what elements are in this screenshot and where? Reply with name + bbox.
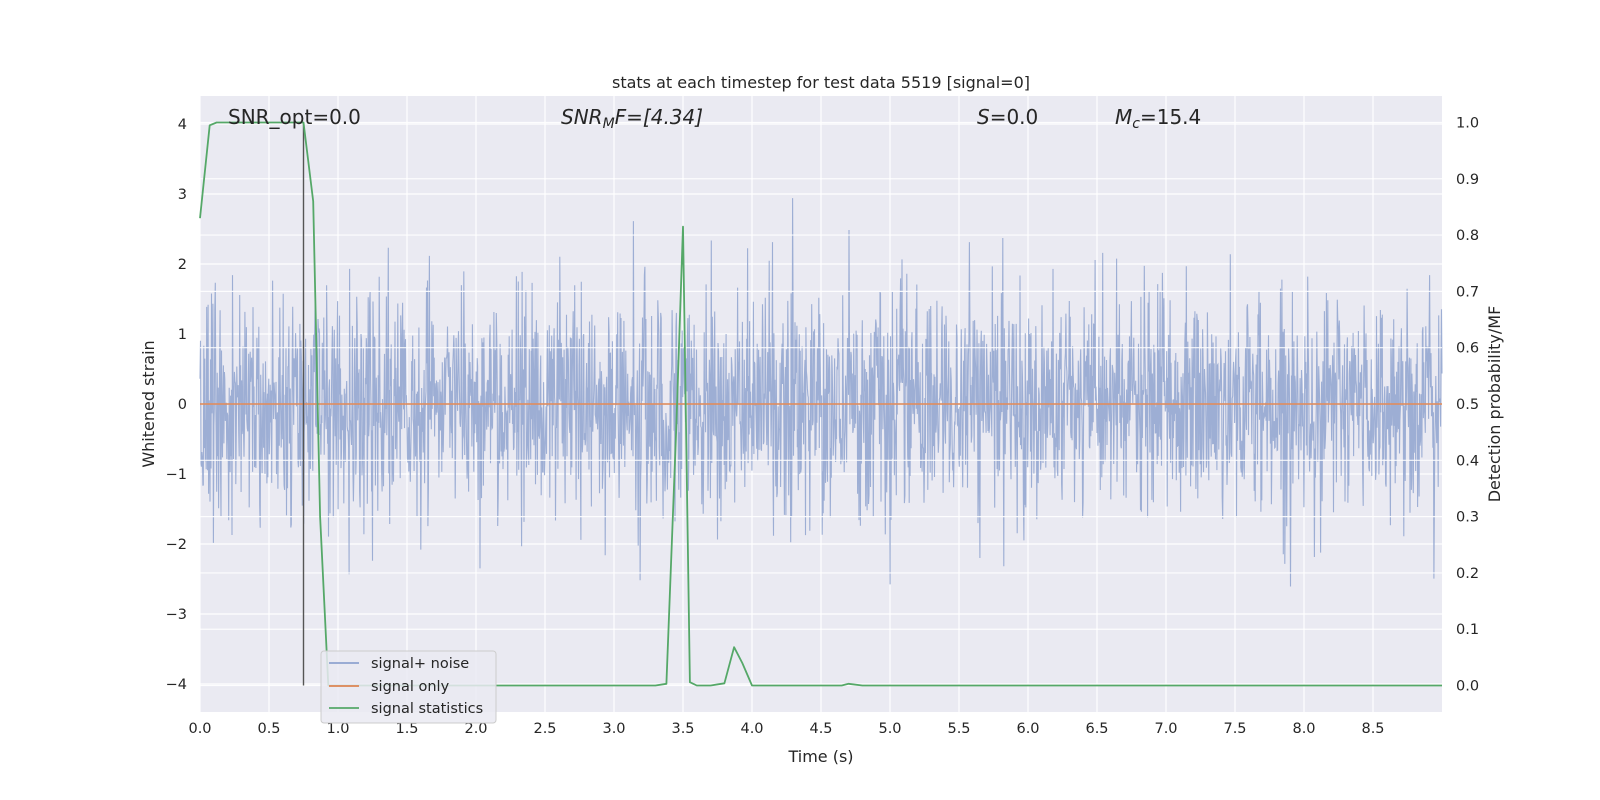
- y-left-tick-label: −4: [166, 677, 187, 693]
- annotation-snr-opt: SNR_opt=0.0: [228, 105, 361, 129]
- x-tick-label: 2.0: [464, 721, 487, 737]
- y-right-tick-label: 0.6: [1456, 341, 1479, 357]
- x-tick-label: 5.0: [878, 721, 901, 737]
- annotation-mc-symbol: M: [1115, 105, 1132, 129]
- y-right-tick-label: 0.7: [1456, 284, 1479, 300]
- y-right-tick-label: 1.0: [1456, 115, 1479, 131]
- x-tick-label: 0.0: [188, 721, 211, 737]
- annotation-mc-subscript: c: [1132, 116, 1140, 132]
- x-tick-label: 5.5: [947, 721, 970, 737]
- y-left-tick-label: 3: [178, 187, 187, 203]
- x-tick-label: 7.5: [1223, 721, 1246, 737]
- y-right-tick-label: 0.3: [1456, 510, 1479, 526]
- signal-noise-line: [199, 198, 1443, 587]
- y-right-tick-label: 0.0: [1456, 679, 1479, 695]
- annotation-mc: Mc=15.4: [1115, 105, 1201, 132]
- y-left-tick-label: 1: [178, 327, 187, 343]
- y-left-tick-labels: 4 3 2 1 0 −1 −2 −3 −4: [166, 117, 187, 693]
- legend: signal+ noise signal only signal statist…: [320, 650, 497, 724]
- x-tick-label: 3.5: [671, 721, 694, 737]
- y-right-tick-label: 0.9: [1456, 172, 1479, 188]
- y-right-tick-label: 0.2: [1456, 566, 1479, 582]
- annotation-snr-mf: SNRMF=[4.34]: [561, 105, 703, 132]
- x-tick-label: 1.0: [326, 721, 349, 737]
- x-tick-label: 1.5: [395, 721, 418, 737]
- y-left-tick-label: −2: [166, 537, 187, 553]
- signal-statistics-line: [199, 121, 1442, 687]
- x-tick-label: 8.0: [1292, 721, 1315, 737]
- x-tick-label: 0.5: [257, 721, 280, 737]
- x-tick-label: 2.5: [533, 721, 556, 737]
- y-right-tick-labels: 1.0 0.9 0.8 0.7 0.6 0.5 0.4 0.3 0.2 0.1 0.0: [1456, 115, 1479, 694]
- x-tick-label: 8.5: [1361, 721, 1384, 737]
- annotation-snr-mf-symbol: SNR: [561, 105, 603, 129]
- y-right-tick-label: 0.1: [1456, 622, 1479, 638]
- legend-box: [320, 650, 497, 724]
- x-tick-label: 7.0: [1154, 721, 1177, 737]
- signal-statistics-series: [199, 121, 1442, 687]
- legend-label-noise: signal+ noise: [371, 656, 469, 672]
- x-tick-label: 4.0: [740, 721, 763, 737]
- y-axis-left-label: Whitened strain: [139, 340, 158, 467]
- annotation-s: S=0.0: [977, 105, 1038, 129]
- chart-title: stats at each timestep for test data 551…: [612, 73, 1030, 92]
- x-tick-label: 6.5: [1085, 721, 1108, 737]
- y-left-tick-label: −3: [166, 607, 187, 623]
- annotation-s-value: =0.0: [990, 105, 1039, 129]
- annotation-snr-mf-value: F=[4.34]: [615, 105, 703, 129]
- x-axis-label: Time (s): [787, 747, 853, 766]
- x-tick-label: 4.5: [809, 721, 832, 737]
- y-left-tick-label: −1: [166, 467, 187, 483]
- legend-label-stats: signal statistics: [371, 701, 483, 717]
- y-left-tick-label: 4: [178, 117, 187, 133]
- y-right-tick-label: 0.8: [1456, 228, 1479, 244]
- legend-label-signal: signal only: [371, 679, 450, 695]
- x-tick-label: 6.0: [1016, 721, 1039, 737]
- annotation-snr-mf-subscript: M: [603, 116, 615, 132]
- annotation-s-symbol: S: [977, 105, 990, 129]
- x-tick-labels: 0.0 0.5 1.0 1.5 2.0 2.5 3.0 3.5 4.0 4.5 5.0 5.5 6.0 6…: [188, 721, 1384, 737]
- signal-noise-series: [199, 198, 1443, 587]
- y-left-tick-label: 2: [178, 257, 187, 273]
- annotation-mc-value: =15.4: [1140, 105, 1201, 129]
- x-tick-label: 3.0: [602, 721, 625, 737]
- y-axis-right-label: Detection probability/MF: [1485, 306, 1504, 503]
- y-left-tick-label: 0: [178, 397, 187, 413]
- y-right-tick-label: 0.4: [1456, 453, 1479, 469]
- y-right-tick-label: 0.5: [1456, 397, 1479, 413]
